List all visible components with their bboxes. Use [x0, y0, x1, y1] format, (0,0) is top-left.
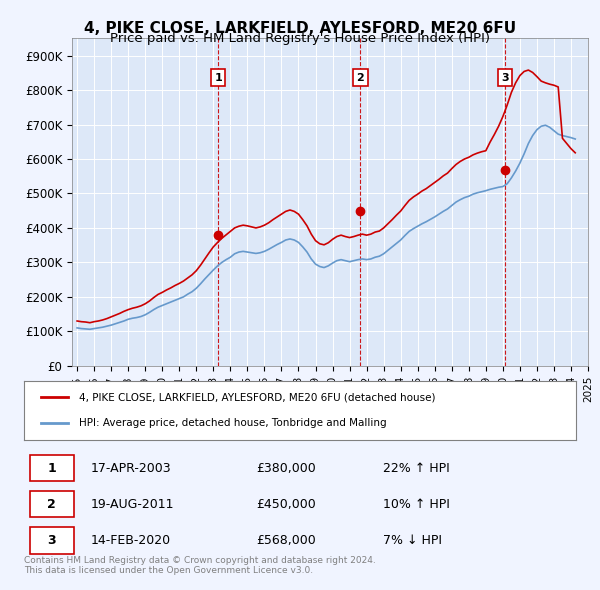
- Text: 3: 3: [501, 73, 509, 83]
- Text: £450,000: £450,000: [256, 498, 316, 511]
- Text: 10% ↑ HPI: 10% ↑ HPI: [383, 498, 449, 511]
- Text: 1: 1: [214, 73, 222, 83]
- Text: 1: 1: [47, 462, 56, 475]
- Text: Contains HM Land Registry data © Crown copyright and database right 2024.
This d: Contains HM Land Registry data © Crown c…: [24, 556, 376, 575]
- Text: 3: 3: [47, 534, 56, 547]
- FancyBboxPatch shape: [29, 527, 74, 553]
- Text: Price paid vs. HM Land Registry's House Price Index (HPI): Price paid vs. HM Land Registry's House …: [110, 32, 490, 45]
- FancyBboxPatch shape: [29, 491, 74, 517]
- Text: HPI: Average price, detached house, Tonbridge and Malling: HPI: Average price, detached house, Tonb…: [79, 418, 387, 428]
- Text: £568,000: £568,000: [256, 534, 316, 547]
- Text: 2: 2: [356, 73, 364, 83]
- Text: 17-APR-2003: 17-APR-2003: [90, 462, 171, 475]
- Text: £380,000: £380,000: [256, 462, 316, 475]
- Text: 14-FEB-2020: 14-FEB-2020: [90, 534, 170, 547]
- Text: 19-AUG-2011: 19-AUG-2011: [90, 498, 174, 511]
- Text: 4, PIKE CLOSE, LARKFIELD, AYLESFORD, ME20 6FU (detached house): 4, PIKE CLOSE, LARKFIELD, AYLESFORD, ME2…: [79, 392, 436, 402]
- Text: 7% ↓ HPI: 7% ↓ HPI: [383, 534, 442, 547]
- Text: 22% ↑ HPI: 22% ↑ HPI: [383, 462, 449, 475]
- FancyBboxPatch shape: [29, 455, 74, 481]
- Text: 2: 2: [47, 498, 56, 511]
- Text: 4, PIKE CLOSE, LARKFIELD, AYLESFORD, ME20 6FU: 4, PIKE CLOSE, LARKFIELD, AYLESFORD, ME2…: [84, 21, 516, 35]
